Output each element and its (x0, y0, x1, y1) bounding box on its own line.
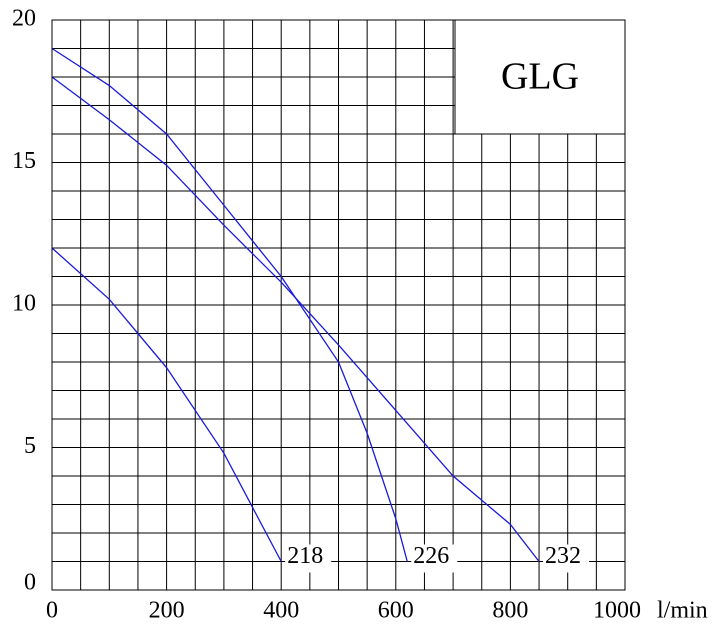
y-tick-label: 5 (24, 433, 36, 459)
y-tick-label: 0 (24, 570, 36, 596)
curve (51, 76, 540, 562)
x-tick-label: 600 (378, 598, 414, 624)
y-tick-label: 10 (12, 291, 36, 317)
x-tick-label: 200 (149, 598, 185, 624)
y-tick-label: 20 (12, 6, 36, 32)
curve-label-bg (411, 544, 458, 573)
curve-label-bg (285, 544, 332, 573)
curve-label: 232 (545, 543, 581, 569)
plot-frame (51, 19, 626, 591)
curve (51, 247, 282, 562)
title-box (454, 19, 626, 135)
curve-label: 226 (413, 543, 449, 569)
x-tick-label: 400 (263, 598, 299, 624)
x-tick-label: 800 (492, 598, 528, 624)
curve-label: 218 (287, 543, 323, 569)
x-tick-label: 1000 (593, 598, 641, 624)
curve-label-bg (543, 544, 590, 573)
curve (51, 47, 408, 562)
y-tick-label: 15 (12, 148, 36, 174)
x-axis-label: l/min (657, 598, 708, 624)
x-tick-label: 0 (46, 598, 58, 624)
chart-title: GLG (501, 56, 579, 98)
